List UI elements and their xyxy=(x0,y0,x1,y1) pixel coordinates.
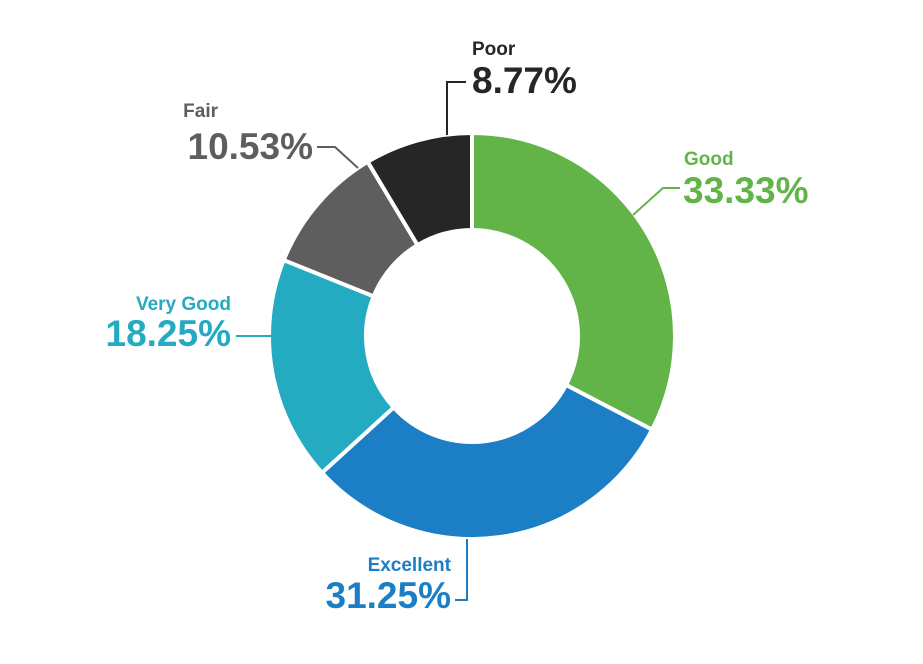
leader-line-fair xyxy=(317,146,359,169)
leader-line-poor xyxy=(446,81,466,135)
label-excellent: Excellent xyxy=(368,555,452,576)
value-very-good: 18.25% xyxy=(106,313,232,354)
label-poor: Poor xyxy=(472,39,516,60)
slice-excellent xyxy=(319,382,655,541)
value-fair: 10.53% xyxy=(188,126,314,167)
leader-line-good xyxy=(632,187,680,216)
leader-lines-group xyxy=(236,81,680,601)
value-good: 33.33% xyxy=(683,170,809,211)
value-excellent: 31.25% xyxy=(326,575,452,616)
label-very-good: Very Good xyxy=(136,294,231,315)
slice-very-good xyxy=(267,257,397,476)
slice-good xyxy=(470,130,677,433)
label-fair: Fair xyxy=(183,101,218,122)
label-good: Good xyxy=(684,149,734,170)
leader-line-excellent xyxy=(455,539,468,601)
slice-poor xyxy=(364,130,474,248)
slices-group xyxy=(267,130,677,541)
value-poor: 8.77% xyxy=(472,60,577,101)
